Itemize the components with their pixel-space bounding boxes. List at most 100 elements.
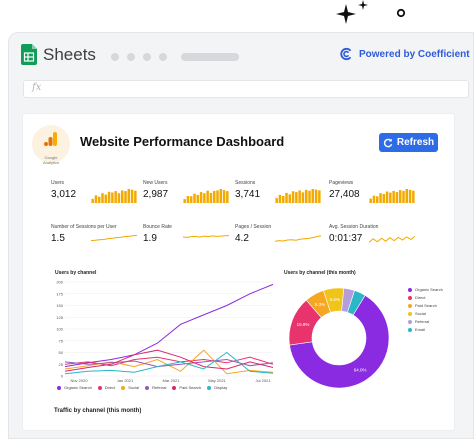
metric-value: 0:01:37 bbox=[329, 233, 363, 244]
metric-label: Number of Sessions per User bbox=[51, 224, 117, 230]
formula-bar[interactable]: fx bbox=[23, 80, 469, 98]
sparkline-bar bbox=[275, 198, 278, 203]
sparkline-bar bbox=[405, 189, 409, 203]
legend-item: Email bbox=[408, 327, 425, 332]
metric-value: 3,012 bbox=[51, 189, 77, 200]
sparkline-bar bbox=[314, 189, 318, 203]
sparkline-bar bbox=[209, 192, 213, 203]
sparkline-bar bbox=[392, 190, 395, 203]
sparkline-line bbox=[369, 235, 415, 243]
legend-swatch bbox=[121, 385, 126, 390]
google-analytics-logo: Google Analytics bbox=[32, 125, 70, 165]
legend-label: Email bbox=[415, 327, 426, 332]
legend-swatch bbox=[408, 311, 412, 316]
metric-pageviews: Pageviews 27,408 bbox=[329, 180, 415, 203]
toolbar-placeholder-bar bbox=[181, 53, 239, 61]
app-title: Sheets bbox=[43, 45, 96, 64]
sparkline bbox=[183, 189, 229, 203]
sparkline-bar bbox=[291, 191, 295, 203]
metric-label: Pageviews bbox=[329, 180, 354, 186]
metric-new-users: New Users 2,987 bbox=[143, 180, 229, 203]
sparkline-bar bbox=[186, 196, 190, 203]
y-tick-label: 200 bbox=[56, 280, 63, 285]
legend-label: Paid Search bbox=[415, 303, 437, 308]
refresh-label: Refresh bbox=[396, 137, 435, 148]
donut-label: 6.6% bbox=[330, 297, 340, 302]
sparkline-bar bbox=[101, 193, 104, 203]
sparkline-bar bbox=[385, 191, 389, 203]
ga-logo-text: Google Analytics bbox=[42, 155, 59, 165]
legend-swatch bbox=[408, 319, 412, 324]
y-tick-label: 75 bbox=[59, 338, 64, 343]
fx-icon: fx bbox=[32, 82, 42, 93]
metric-value: 27,408 bbox=[329, 189, 360, 200]
coefficient-logo-icon bbox=[340, 47, 351, 61]
sparkline-bar bbox=[193, 193, 196, 203]
sparkline-bar bbox=[114, 191, 117, 203]
sheets-logo-icon bbox=[21, 44, 37, 65]
sparkline-bar bbox=[281, 196, 285, 203]
dashboard-card: Google Analytics Website Performance Das… bbox=[23, 114, 454, 430]
sparkline-bar bbox=[189, 196, 193, 203]
x-tick-label: Nov 2020 bbox=[70, 378, 88, 383]
sparkline-bar bbox=[97, 196, 101, 203]
legend-swatch bbox=[408, 295, 412, 300]
sparkline-bar bbox=[91, 198, 94, 203]
donut-label: 6.3% bbox=[315, 302, 325, 307]
metric-pages-per-session: Pages / Session 4.2 bbox=[235, 224, 321, 244]
sparkline-bar bbox=[369, 198, 372, 203]
sparkline bbox=[275, 189, 321, 203]
metric-label: Users bbox=[51, 180, 65, 186]
sparkline bbox=[91, 234, 137, 242]
sparkline-bar bbox=[222, 190, 226, 203]
sparkline-bar bbox=[117, 193, 121, 203]
sparkline-bar bbox=[183, 199, 186, 203]
sparkline-bar bbox=[379, 193, 382, 203]
y-tick-label: 25 bbox=[59, 362, 64, 367]
sparkline-bar bbox=[130, 189, 134, 203]
metric-label: New Users bbox=[143, 180, 168, 186]
sparkline-bar bbox=[375, 196, 379, 203]
y-tick-label: 100 bbox=[56, 327, 63, 332]
y-tick-label: 175 bbox=[56, 291, 63, 296]
sparkline-bar bbox=[308, 190, 311, 203]
legend-label: Organic Search bbox=[415, 287, 443, 292]
traffic-by-channel-title: Traffic by channel (this month) bbox=[54, 408, 142, 414]
sparkline-bar bbox=[94, 195, 98, 203]
metric-sessions: Sessions 3,741 bbox=[235, 180, 321, 203]
legend-label: Social bbox=[415, 311, 426, 316]
sparkline-bar bbox=[389, 192, 392, 203]
powered-by-coefficient[interactable]: Powered by Coefficient bbox=[339, 47, 470, 61]
dashboard-title: Website Performance Dashboard bbox=[80, 134, 285, 149]
donut-slice bbox=[347, 290, 366, 316]
sparkline-bar bbox=[127, 189, 131, 203]
legend-item: Display bbox=[207, 385, 227, 390]
line-chart-title: Users by channel bbox=[55, 270, 97, 276]
analytics-bars-icon bbox=[44, 132, 57, 146]
sparkline bbox=[369, 189, 415, 203]
series-line bbox=[64, 351, 274, 375]
sparkline bbox=[275, 235, 321, 242]
legend-label: Paid Search bbox=[179, 385, 202, 390]
users-by-channel-donut-chart: 64.0% 15.9% 6.3% 6.6% bbox=[288, 287, 390, 389]
series-line bbox=[64, 349, 274, 372]
sparkline-line bbox=[275, 235, 321, 242]
refresh-icon bbox=[383, 138, 393, 147]
sparkline bbox=[369, 235, 415, 243]
users-by-channel-line-chart: 200 175 150 125 100 75 50 25 0 Nov 2020 Jan 2021 Ma… bbox=[56, 280, 274, 383]
donut-chart-title: Users by channel (this month) bbox=[284, 270, 356, 276]
sparkline-bar bbox=[412, 190, 415, 203]
legend-item: Social bbox=[408, 311, 426, 316]
metric-bounce-rate: Bounce Rate 1.9 bbox=[143, 224, 229, 244]
sparkline-line bbox=[183, 235, 229, 238]
sparkline-bar bbox=[395, 192, 399, 203]
refresh-button[interactable]: Refresh bbox=[379, 133, 438, 152]
sparkline-bar bbox=[219, 189, 223, 203]
ring-icon bbox=[396, 8, 406, 18]
sparkline-bar bbox=[124, 191, 127, 203]
metric-users: Users 3,012 bbox=[51, 180, 137, 203]
sparkline-bar bbox=[120, 190, 124, 203]
sparkline-bar bbox=[288, 194, 292, 203]
sparkline-bar bbox=[134, 190, 137, 203]
legend-item: Referral bbox=[145, 385, 166, 390]
